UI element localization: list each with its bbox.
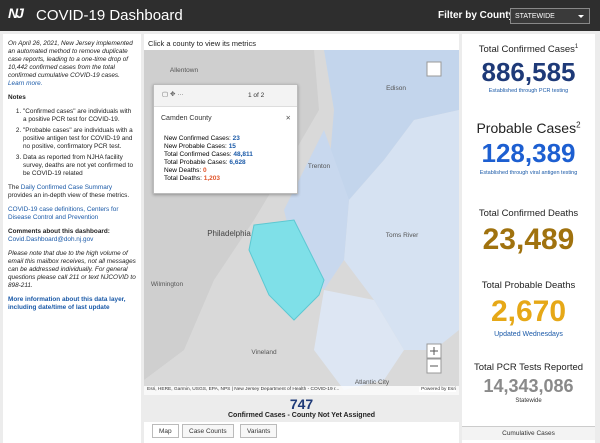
map[interactable]: Allentown Edison Trenton Philadelphia To… <box>144 50 459 395</box>
row-value: 23 <box>232 135 240 142</box>
summary: The Daily Confirmed Case Summary provide… <box>8 184 136 200</box>
metrics-panel: Total Confirmed Cases1 886,585 Establish… <box>462 34 595 443</box>
text: Total Confirmed Cases <box>478 44 575 56</box>
popup: ▢ ✥ ··· 1 of 2 Camden County ✕ New Confi… <box>153 84 298 194</box>
row-value: 6,628 <box>229 159 246 166</box>
metric-value: 886,585 <box>481 57 576 88</box>
text: The <box>8 184 20 191</box>
place-label: Philadelphia <box>207 229 251 238</box>
unassigned: 747 Confirmed Cases - County Not Yet Ass… <box>144 395 459 422</box>
filter-label: Filter by County: <box>438 10 518 21</box>
metric-title: Probable Cases2 <box>462 120 595 136</box>
comments: Comments about this dashboard: Covid.Das… <box>8 228 136 244</box>
row-label: Total Probable Cases: <box>164 159 228 166</box>
row-label: Total Deaths: <box>164 175 202 182</box>
map-panel: Click a county to view its metrics Allen… <box>144 34 459 443</box>
metric-title: Total Confirmed Deaths <box>478 208 579 219</box>
sidebar: On April 26, 2021, New Jersey implemente… <box>3 34 141 443</box>
zoom-in-icon <box>430 347 438 355</box>
disclaimer: Please note that due to the high volume … <box>8 250 136 289</box>
tab[interactable]: Variants <box>240 424 278 438</box>
popup-title: Camden County <box>161 115 212 122</box>
metric-note: Established through viral antigen testin… <box>479 170 578 176</box>
note: Data as reported from NJHA facility surv… <box>23 154 136 178</box>
metric: Probable Cases2 128,389 Established thro… <box>462 120 595 176</box>
metrics-footer[interactable]: Cumulative Cases <box>462 426 595 440</box>
county[interactable] <box>324 50 459 200</box>
metric-note: Statewide <box>515 398 542 404</box>
email-link[interactable]: Covid.Dashboard@doh.nj.gov <box>8 236 94 243</box>
filter-select[interactable]: STATEWIDE <box>510 8 590 24</box>
county[interactable] <box>314 290 404 390</box>
dock-icon[interactable]: ▢ ✥ ··· <box>162 91 184 98</box>
camden-county[interactable] <box>248 219 325 321</box>
comments-label: Comments about this dashboard: <box>8 228 110 235</box>
popup-rows: New Confirmed Cases: 23 New Probable Cas… <box>164 135 253 183</box>
metric: Total Probable Deaths 2,670 Updated Wedn… <box>462 280 595 338</box>
row-label: New Deaths: <box>164 167 202 174</box>
metric-value: 23,489 <box>482 223 575 256</box>
row-value: 15 <box>228 143 236 150</box>
metric: Total PCR Tests Reported 14,343,086 Stat… <box>462 362 595 404</box>
header: NJ COVID-19 Dashboard Filter by County: … <box>0 0 600 31</box>
county[interactable] <box>344 110 459 350</box>
metric-title: Total PCR Tests Reported <box>473 362 584 373</box>
notice: On April 26, 2021, New Jersey implemente… <box>8 40 136 88</box>
link[interactable]: Learn more. <box>8 80 43 87</box>
close-button[interactable]: ✕ <box>285 115 291 122</box>
unassigned-label: Confirmed Cases - County Not Yet Assigne… <box>227 412 376 419</box>
attribution-text: Esri, HERE, Garmin, USGS, EPA, NPS | New… <box>147 387 340 392</box>
legend-button[interactable] <box>426 61 442 77</box>
place-label: Atlantic City <box>355 379 390 386</box>
metric-title: Total Probable Deaths <box>481 280 576 291</box>
place-label: Allentown <box>170 67 199 74</box>
place-label: Vineland <box>251 349 277 356</box>
row-value: 48,811 <box>233 151 253 158</box>
row-label: New Probable Cases: <box>164 143 227 150</box>
metric-value: 128,389 <box>481 138 576 168</box>
row-value: 1,203 <box>203 175 221 182</box>
link[interactable]: More information about this data layer, … <box>8 296 126 311</box>
popup-toolbar: ▢ ✥ ··· 1 of 2 <box>154 85 297 107</box>
metric: Total Confirmed Deaths 23,489 <box>462 208 595 255</box>
notice-text: On April 26, 2021, New Jersey implemente… <box>8 40 133 79</box>
note: "Confirmed cases" are individuals with a… <box>23 108 136 124</box>
place-label: Edison <box>386 85 406 92</box>
text: Probable Cases <box>476 120 577 136</box>
notes-title: Notes <box>8 94 26 101</box>
pager[interactable]: 1 of 2 <box>248 92 265 99</box>
link[interactable]: COVID-19 case definitions, Centers for D… <box>8 206 119 221</box>
row-label: Total Confirmed Cases: <box>164 151 232 158</box>
map-instruction: Click a county to view its metrics <box>148 39 256 48</box>
metric-value: 14,343,086 <box>483 376 574 396</box>
text: provides an in-depth view of these metri… <box>8 192 130 199</box>
note: "Probable cases" are individuals with a … <box>23 127 136 151</box>
link[interactable]: Daily Confirmed Case Summary <box>20 184 113 191</box>
tab[interactable]: Case Counts <box>182 424 234 438</box>
place-label: Toms River <box>386 232 419 239</box>
place-label: Wilmington <box>151 281 184 288</box>
row-label: New Confirmed Cases: <box>164 135 231 142</box>
metric-value: 2,670 <box>490 295 567 328</box>
row-value: 0 <box>203 167 207 174</box>
unassigned-value: 747 <box>289 396 314 412</box>
metric: Total Confirmed Cases1 886,585 Establish… <box>462 44 595 94</box>
logo: NJ <box>8 5 24 21</box>
title: COVID-19 Dashboard <box>36 7 183 24</box>
attribution: Esri, HERE, Garmin, USGS, EPA, NPS | New… <box>144 386 459 395</box>
metric-note: Established through PCR testing <box>488 88 569 95</box>
footnote: 2 <box>576 120 581 130</box>
metric-note: Updated Wednesdays <box>494 331 563 338</box>
tab[interactable]: Map <box>152 424 179 438</box>
place-label: Trenton <box>308 163 331 170</box>
footnote: 1 <box>574 44 579 50</box>
notes: "Confirmed cases" are individuals with a… <box>8 108 136 178</box>
metric-title: Total Confirmed Cases1 <box>462 44 595 55</box>
powered-by[interactable]: Powered by Esri <box>419 387 456 392</box>
